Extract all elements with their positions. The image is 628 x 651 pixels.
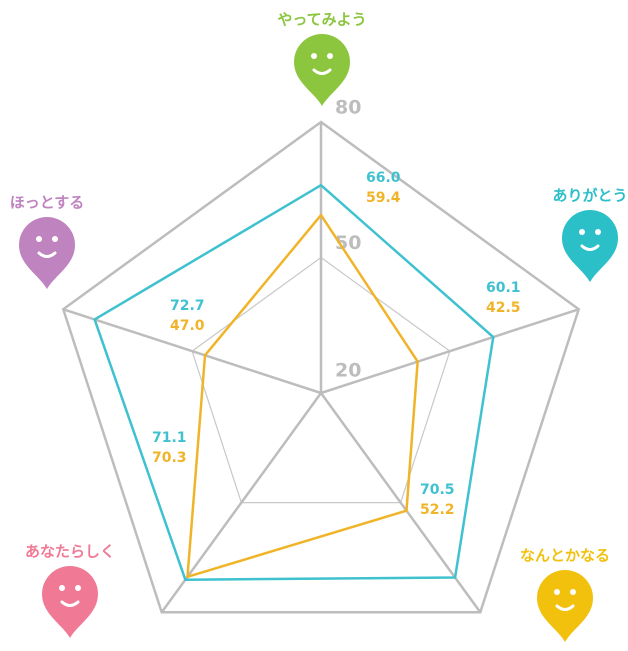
category-icon xyxy=(19,217,75,289)
eye xyxy=(36,236,42,242)
value-label: 71.1 xyxy=(152,430,187,446)
eye xyxy=(554,589,560,595)
axis-spoke xyxy=(319,392,482,613)
mouth xyxy=(60,600,80,607)
value-label: 66.0 xyxy=(366,170,401,186)
pin xyxy=(19,217,75,289)
series-line xyxy=(93,183,495,581)
mouth xyxy=(555,604,575,611)
mouth xyxy=(37,251,57,258)
eye xyxy=(75,585,81,591)
category-icon xyxy=(537,570,593,642)
value-label: 60.1 xyxy=(486,280,521,296)
mouth xyxy=(312,68,332,75)
category-label: ほっとする xyxy=(10,194,85,212)
value-label: 59.4 xyxy=(366,190,401,206)
category-icon xyxy=(562,210,618,282)
value-label: 70.3 xyxy=(152,450,187,466)
tick-label: 20 xyxy=(335,360,361,382)
value-label: 42.5 xyxy=(486,300,521,316)
pin xyxy=(562,210,618,282)
grid-ring xyxy=(61,120,581,614)
axis-spoke xyxy=(62,308,322,395)
category-label: あなたらしく xyxy=(25,543,115,561)
category-label: やってみよう xyxy=(277,11,366,29)
eye xyxy=(311,53,317,59)
value-label: 72.7 xyxy=(170,298,205,314)
category-label: なんとかなる xyxy=(520,547,610,565)
tick-label: 80 xyxy=(335,97,361,119)
eye xyxy=(595,229,601,235)
value-label: 70.5 xyxy=(420,482,455,498)
category-label: ありがとう xyxy=(552,187,627,205)
pin xyxy=(42,566,98,638)
eye xyxy=(327,53,333,59)
value-label: 47.0 xyxy=(170,318,205,334)
axis-spoke xyxy=(320,308,580,395)
value-label: 52.2 xyxy=(420,502,455,518)
category-icon xyxy=(42,566,98,638)
eye xyxy=(59,585,65,591)
eye xyxy=(52,236,58,242)
pin xyxy=(294,34,350,106)
grid-ring xyxy=(191,256,451,504)
category-icon xyxy=(294,34,350,106)
eye xyxy=(570,589,576,595)
eye xyxy=(579,229,585,235)
mouth xyxy=(580,244,600,251)
pin xyxy=(537,570,593,642)
series-line xyxy=(186,213,419,579)
